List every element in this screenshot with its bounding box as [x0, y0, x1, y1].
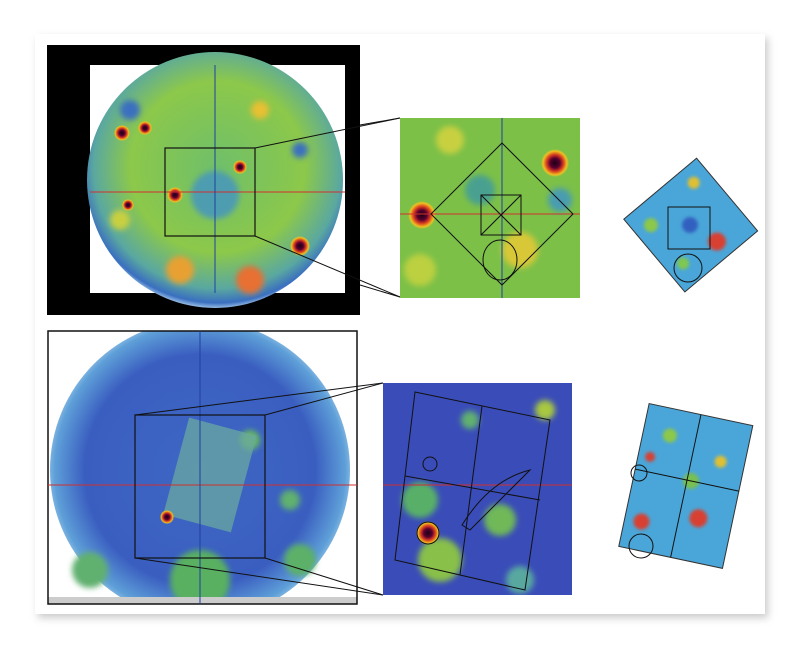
roi-box: [134, 414, 266, 559]
blob: [689, 509, 708, 528]
blob: [280, 490, 300, 510]
roi-circle: [628, 533, 654, 559]
zoom-line: [359, 284, 401, 298]
roi-rect: [394, 391, 551, 591]
roi-box: [667, 206, 711, 250]
hot-spot: [160, 510, 174, 524]
zoom-line: [264, 557, 384, 596]
hot-spot: [541, 149, 569, 177]
panel-strip: [48, 597, 357, 604]
rotated-map: [623, 157, 759, 293]
hot-spot: [167, 187, 183, 203]
roi-diag: [480, 194, 522, 236]
roi-shape: [461, 469, 532, 531]
heatmap-bottom: [48, 331, 357, 604]
roi-circle: [673, 253, 703, 283]
blob: [436, 126, 464, 154]
blob: [236, 266, 264, 294]
zoom-line: [254, 235, 401, 298]
roi-circle: [416, 521, 440, 545]
roi-diamond: [430, 142, 574, 286]
blob: [662, 428, 677, 443]
roi-box: [164, 147, 256, 237]
blob: [535, 400, 555, 420]
hot-spot: [290, 236, 310, 256]
overlay-base: [163, 417, 257, 533]
blob: [418, 538, 462, 582]
zoom-line: [134, 382, 384, 416]
roi-divider: [459, 405, 483, 576]
roi-divider: [635, 468, 739, 492]
blob: [404, 254, 436, 286]
blob: [72, 552, 108, 588]
hot-spot: [122, 199, 134, 211]
blob: [548, 188, 572, 212]
blob: [682, 217, 698, 233]
zoom-blobs: [404, 126, 572, 286]
roi-circle: [422, 456, 438, 472]
blob: [284, 544, 316, 576]
roi-ellipse: [482, 239, 518, 281]
hot-spot: [408, 201, 436, 229]
blob: [707, 232, 726, 251]
blob: [502, 232, 538, 268]
hot-spot: [114, 125, 130, 141]
blob: [484, 504, 516, 536]
zoom-line: [264, 382, 384, 416]
blob: [643, 218, 658, 233]
zoom-line: [134, 557, 384, 596]
roi-box: [480, 194, 522, 236]
roi-divider: [404, 475, 541, 501]
panel-frame: [47, 330, 358, 605]
hot-spot: [138, 121, 152, 135]
zoom-line: [254, 117, 401, 149]
blob: [120, 100, 140, 120]
heatmap-blobs: [110, 100, 308, 294]
blob: [251, 101, 269, 119]
rotated-map: [618, 402, 754, 569]
blob: [292, 142, 308, 158]
zoom-line: [359, 117, 401, 126]
blob: [677, 257, 690, 270]
overlay-map: [163, 417, 257, 533]
roi-divider: [670, 414, 702, 558]
blob: [110, 210, 130, 230]
blob: [645, 451, 656, 462]
blob: [461, 411, 479, 429]
zoom-blobs: [402, 400, 555, 594]
blob: [506, 566, 534, 594]
zoom-image: [400, 118, 580, 298]
hot-spot: [416, 521, 440, 545]
hot-spot: [233, 160, 247, 174]
blob: [687, 176, 700, 189]
blob: [166, 256, 194, 284]
blob: [465, 175, 495, 205]
blob: [633, 513, 650, 530]
blob: [402, 482, 438, 518]
roi-circle: [630, 464, 648, 482]
rotated-blobs: [643, 176, 726, 270]
blob: [714, 455, 727, 468]
